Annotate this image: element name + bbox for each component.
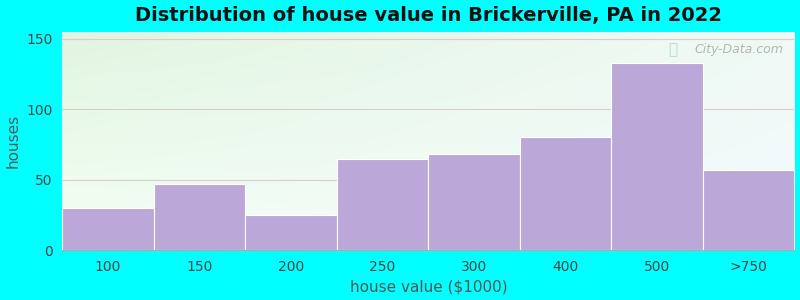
Bar — [246, 215, 337, 250]
Bar — [154, 184, 246, 250]
Text: City-Data.com: City-Data.com — [694, 43, 783, 56]
X-axis label: house value ($1000): house value ($1000) — [350, 279, 507, 294]
Bar — [703, 170, 794, 250]
Y-axis label: houses: houses — [6, 114, 21, 168]
Bar — [62, 208, 154, 250]
Text: ⦿: ⦿ — [668, 43, 678, 58]
Bar — [520, 137, 611, 250]
Bar — [611, 63, 703, 250]
Title: Distribution of house value in Brickerville, PA in 2022: Distribution of house value in Brickervi… — [135, 6, 722, 25]
Bar — [428, 154, 520, 250]
Bar — [337, 158, 428, 250]
